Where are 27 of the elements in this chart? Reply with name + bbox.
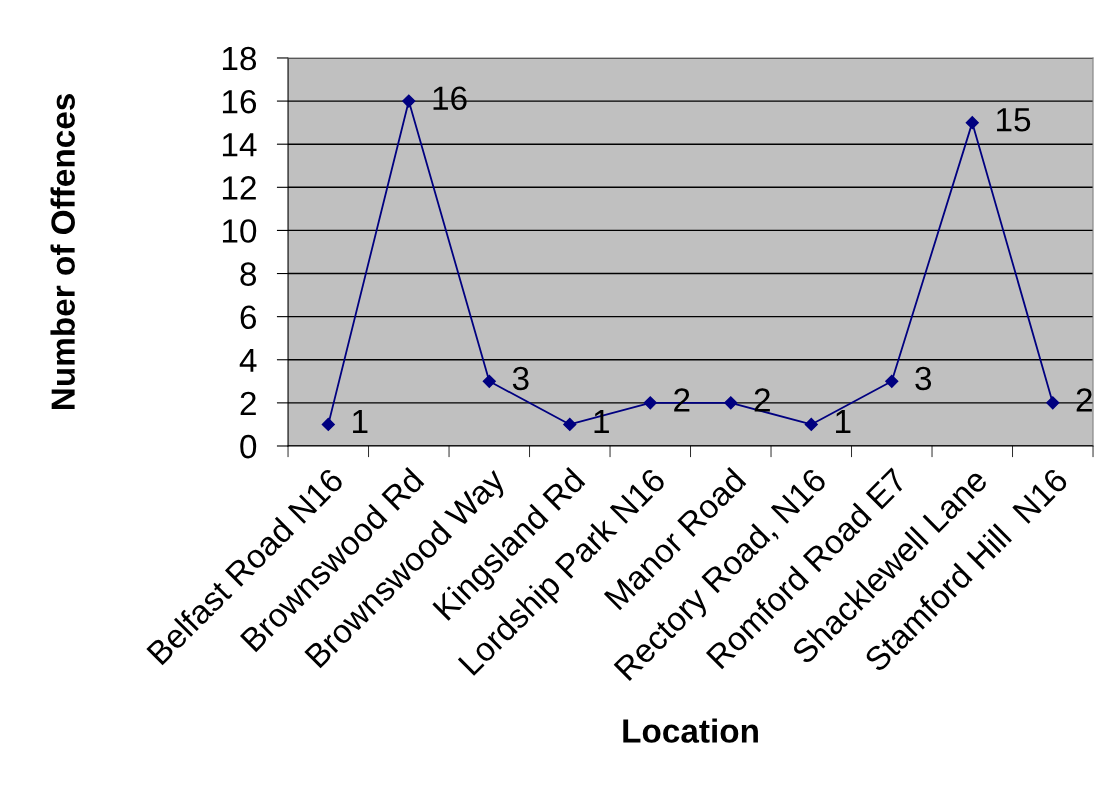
point [402,94,416,108]
x-axis-title: Location [623,718,758,743]
point [563,417,577,432]
point [643,396,657,410]
data-label: 3 [915,366,932,391]
data-label: 1 [836,410,851,434]
y-axis-title: Number of Offences [50,94,75,410]
y-tick-label: 2 [240,391,256,415]
y-tick-label: 10 [222,219,257,243]
y-tick-label: 18 [222,46,257,71]
point [321,417,335,432]
y-tick-label: 0 [240,434,257,459]
point [804,417,818,432]
y-tick-label: 12 [222,176,256,200]
data-label: 15 [997,108,1031,132]
point [482,374,496,388]
data-label: 3 [512,366,529,391]
point [885,374,899,388]
point [724,396,738,410]
point [965,116,979,130]
y-tick-label: 6 [240,305,257,330]
y-tick-label: 4 [239,348,257,372]
data-label: 1 [353,410,368,434]
y-tick-label: 8 [240,262,257,286]
y-tick-label: 14 [222,133,257,157]
y-tick-label: 16 [222,89,257,114]
point [1046,396,1060,410]
